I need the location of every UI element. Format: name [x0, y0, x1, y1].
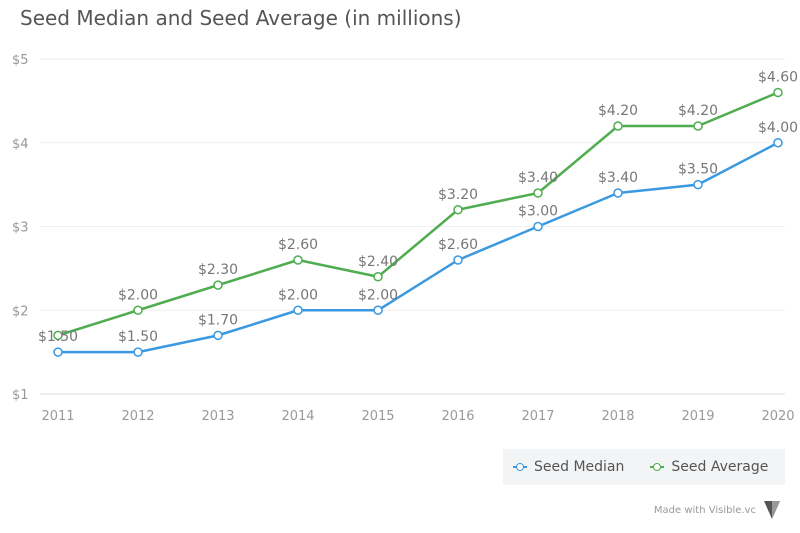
x-tick-label: 2016	[441, 409, 474, 424]
y-tick-label: $3	[12, 221, 29, 236]
legend-marker-dot	[516, 463, 524, 471]
x-tick-label: 2014	[281, 409, 314, 424]
legend-marker-seed-median-icon	[513, 461, 527, 473]
data-point-seed-average	[293, 255, 303, 265]
footer-text: Made with Visible.vc	[653, 504, 756, 516]
data-label-seed-average: $4.20	[598, 103, 638, 119]
data-point-seed-average	[453, 205, 463, 215]
data-point-seed-average	[693, 121, 703, 131]
y-tick-label: $5	[12, 53, 29, 68]
data-label-seed-median: $2.00	[278, 287, 318, 303]
visible-logo-icon	[764, 501, 780, 519]
legend-marker-dot	[653, 463, 662, 471]
data-label-seed-median: $4.00	[758, 120, 798, 136]
y-tick-label: $4	[12, 137, 29, 152]
series-line-seed-average	[57, 91, 779, 337]
data-label-seed-median: $3.50	[678, 162, 718, 178]
legend-item-seed-median[interactable]: Seed Median	[513, 459, 624, 475]
data-label-seed-average: $4.60	[758, 70, 798, 86]
data-label-seed-median: $2.60	[438, 237, 478, 253]
chart-title: Seed Median and Seed Average (in million…	[20, 6, 462, 30]
data-point-seed-median	[533, 221, 543, 232]
x-tick-label: 2020	[761, 409, 794, 424]
x-tick-label: 2013	[201, 409, 234, 424]
data-point-seed-average	[373, 272, 383, 282]
data-point-seed-average	[53, 330, 63, 341]
data-label-seed-average: $3.40	[518, 170, 558, 186]
data-point-seed-median	[373, 305, 383, 315]
data-point-seed-median	[453, 255, 463, 265]
data-point-seed-average	[773, 87, 783, 98]
data-label-seed-average: $3.20	[438, 187, 478, 203]
legend-item-seed-average[interactable]: Seed Average	[650, 459, 768, 475]
data-label-seed-average: $4.20	[678, 103, 718, 119]
legend-marker-seed-average-icon	[650, 461, 665, 473]
data-label-seed-average: $2.30	[198, 262, 238, 278]
chart-legend: Seed Median Seed Average	[503, 449, 785, 485]
data-point-seed-average	[133, 305, 143, 315]
legend-label-seed-median: Seed Median	[534, 459, 625, 475]
x-tick-label: 2012	[121, 409, 154, 424]
data-point-seed-median	[293, 305, 303, 315]
data-label-seed-median: $1.50	[118, 329, 158, 345]
data-point-seed-average	[613, 121, 623, 131]
data-label-seed-median: $3.00	[518, 204, 558, 220]
x-tick-label: 2019	[681, 409, 714, 424]
data-point-seed-average	[213, 280, 223, 290]
data-label-seed-median: $1.70	[198, 312, 238, 328]
x-tick-label: 2017	[521, 409, 554, 424]
data-point-seed-median	[53, 347, 63, 357]
data-point-seed-median	[133, 347, 143, 357]
data-label-seed-median: $1.50	[38, 329, 78, 345]
legend-label-seed-average: Seed Average	[671, 459, 769, 475]
data-point-seed-median	[693, 179, 703, 190]
data-point-seed-median	[773, 138, 783, 148]
data-label-seed-average: $2.60	[278, 237, 318, 253]
series-line-seed-median	[58, 141, 779, 354]
data-label-seed-median: $3.40	[598, 170, 638, 186]
y-tick-label: $1	[12, 388, 29, 403]
data-point-seed-median	[613, 188, 623, 198]
x-tick-label: 2011	[41, 409, 74, 424]
x-tick-label: 2015	[361, 409, 394, 424]
footer-attribution[interactable]: Made with Visible.vc	[654, 501, 780, 519]
data-label-seed-average: $2.00	[118, 287, 158, 303]
y-tick-label: $2	[12, 304, 29, 319]
data-point-seed-average	[533, 188, 543, 198]
data-label-seed-average: $2.40	[358, 254, 398, 270]
data-label-seed-median: $2.00	[358, 287, 398, 303]
data-point-seed-median	[213, 330, 223, 341]
x-tick-label: 2018	[601, 409, 634, 424]
